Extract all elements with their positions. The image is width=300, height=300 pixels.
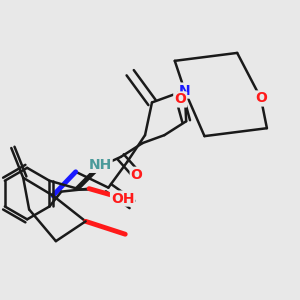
Text: O: O bbox=[131, 168, 142, 182]
Text: N: N bbox=[179, 84, 190, 98]
Text: NH: NH bbox=[88, 158, 112, 172]
Text: O: O bbox=[255, 92, 267, 106]
Text: O: O bbox=[174, 92, 186, 106]
Text: OH: OH bbox=[111, 191, 134, 206]
